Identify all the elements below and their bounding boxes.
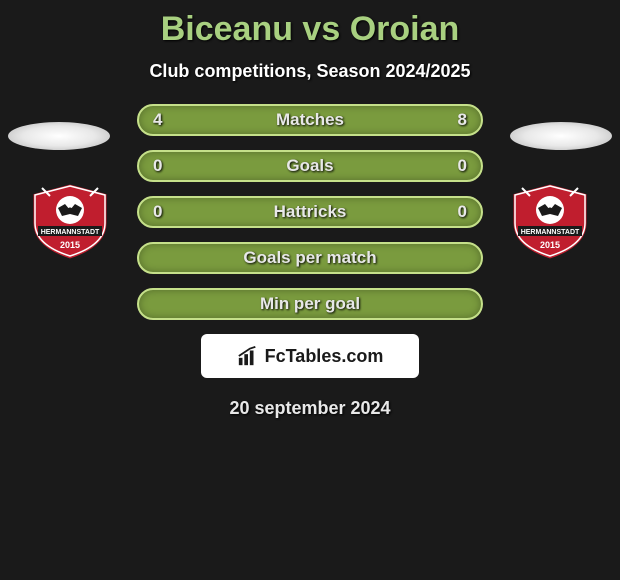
stat-label: Goals per match bbox=[243, 248, 376, 268]
stat-row-matches: 4 Matches 8 bbox=[137, 104, 483, 136]
bar-chart-icon bbox=[237, 345, 259, 367]
hermannstadt-badge-icon: HERMANNSTADT 2015 bbox=[500, 178, 600, 263]
subtitle: Club competitions, Season 2024/2025 bbox=[0, 61, 620, 82]
club-badge-left: HERMANNSTADT 2015 bbox=[20, 178, 120, 263]
stat-left-value: 0 bbox=[153, 202, 173, 222]
date-text: 20 september 2024 bbox=[0, 398, 620, 419]
svg-text:2015: 2015 bbox=[540, 240, 560, 250]
hermannstadt-badge-icon: HERMANNSTADT 2015 bbox=[20, 178, 120, 263]
stat-label: Goals bbox=[286, 156, 333, 176]
stat-row-goals: 0 Goals 0 bbox=[137, 150, 483, 182]
svg-text:HERMANNSTADT: HERMANNSTADT bbox=[521, 229, 580, 236]
stat-right-value: 0 bbox=[447, 202, 467, 222]
stat-right-value: 0 bbox=[447, 156, 467, 176]
stat-right-value: 8 bbox=[447, 110, 467, 130]
svg-text:2015: 2015 bbox=[60, 240, 80, 250]
player-ellipse-right bbox=[510, 122, 612, 150]
stat-row-goals-per-match: Goals per match bbox=[137, 242, 483, 274]
svg-text:HERMANNSTADT: HERMANNSTADT bbox=[41, 229, 100, 236]
stat-label: Min per goal bbox=[260, 294, 360, 314]
stat-row-hattricks: 0 Hattricks 0 bbox=[137, 196, 483, 228]
stat-row-min-per-goal: Min per goal bbox=[137, 288, 483, 320]
page-title: Biceanu vs Oroian bbox=[0, 10, 620, 49]
stats-container: 4 Matches 8 0 Goals 0 0 Hattricks 0 Goal… bbox=[137, 104, 483, 320]
stat-left-value: 4 bbox=[153, 110, 173, 130]
stat-label: Hattricks bbox=[274, 202, 347, 222]
player-ellipse-left bbox=[8, 122, 110, 150]
stat-left-value: 0 bbox=[153, 156, 173, 176]
fctables-logo-text: FcTables.com bbox=[265, 346, 384, 367]
stat-label: Matches bbox=[276, 110, 344, 130]
club-badge-right: HERMANNSTADT 2015 bbox=[500, 178, 600, 263]
fctables-logo-box[interactable]: FcTables.com bbox=[201, 334, 419, 378]
